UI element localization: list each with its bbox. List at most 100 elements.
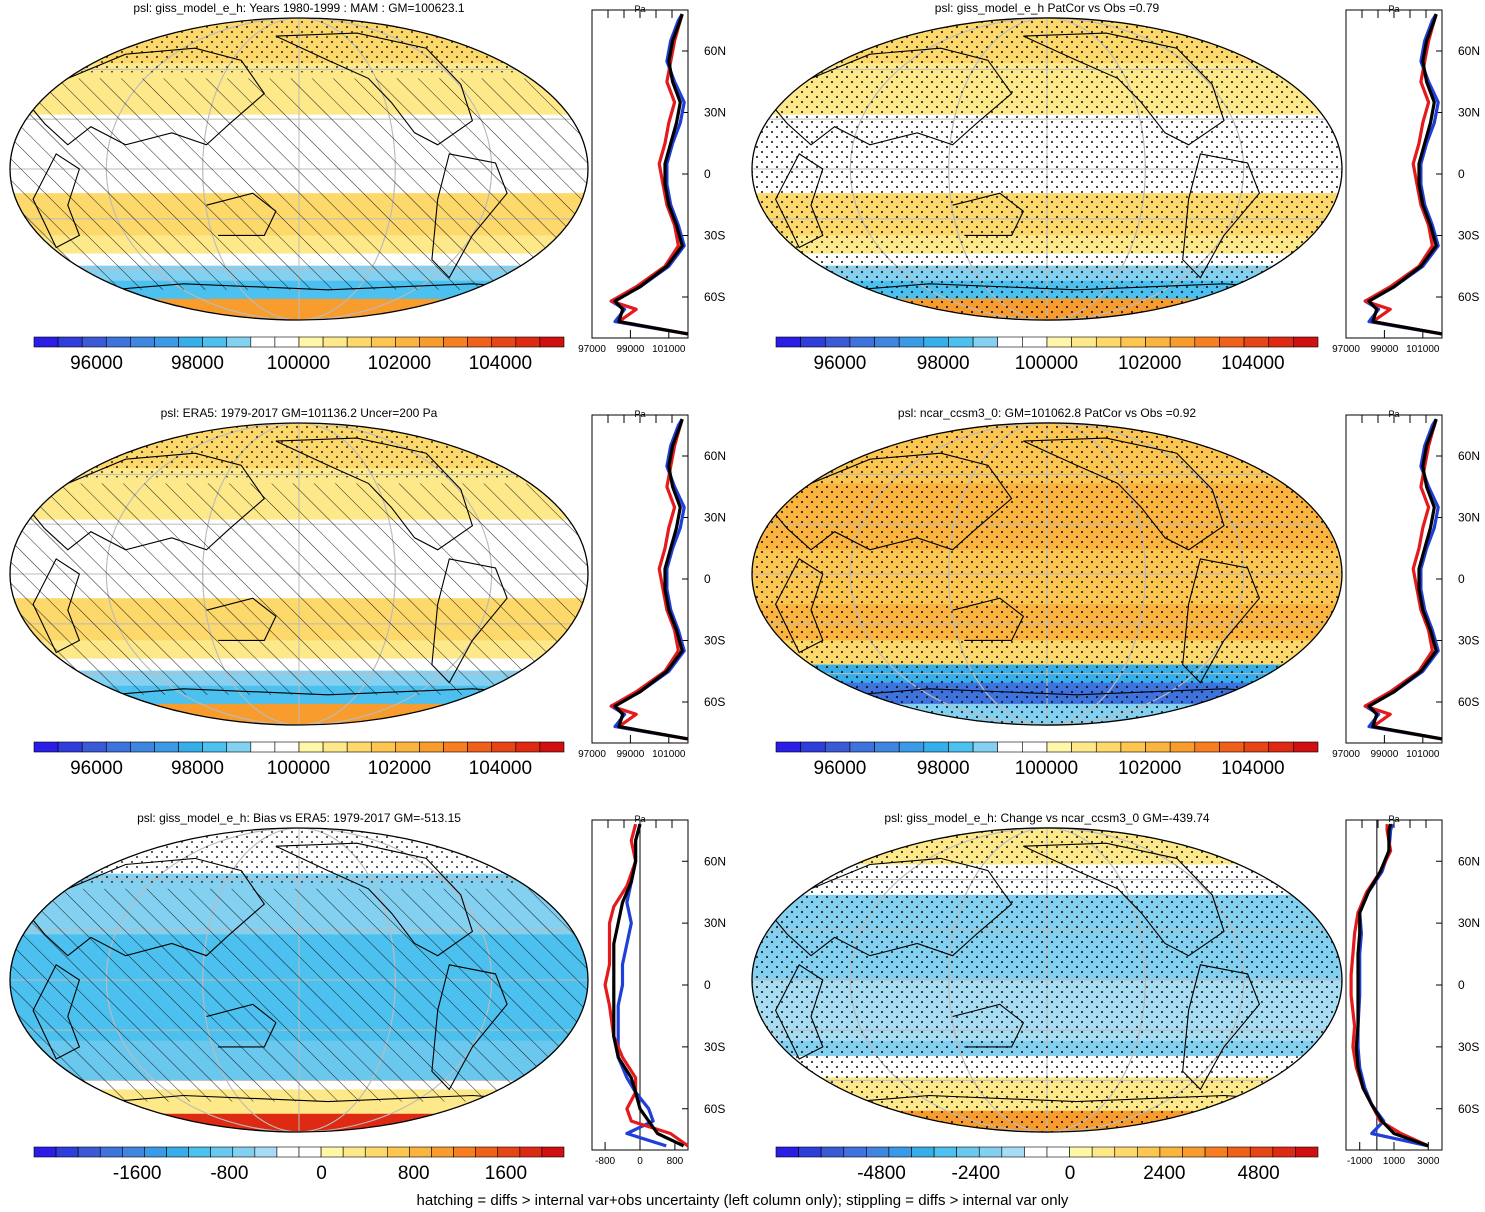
- lat-label: 0: [1458, 978, 1465, 992]
- colorbar-swatch: [1219, 336, 1245, 348]
- panel-title: psl: giss_model_e_h PatCor vs Obs =0.79: [935, 1, 1160, 15]
- panels-layer: psl: giss_model_e_h: Years 1980-1999 : M…: [9, 1, 1480, 1184]
- lat-label: 60S: [704, 695, 725, 709]
- zonal-mean-plot: Pa 60N 30N 0 30S 60S 97000 99000 101000: [578, 409, 726, 760]
- coastline-shape: [26, 47, 266, 146]
- lat-label: 60S: [704, 1102, 725, 1116]
- colorbar-swatch: [409, 1146, 432, 1158]
- coastline-shape: [774, 558, 824, 654]
- zonal-x-label: 101000: [1406, 749, 1440, 760]
- zonal-x-label: 97000: [1332, 749, 1360, 760]
- colorbar-swatch: [775, 336, 801, 348]
- colorbar-swatch: [1194, 336, 1220, 348]
- colorbar-swatch: [497, 1146, 521, 1158]
- zonal-line-mean: [1354, 823, 1429, 1148]
- colorbar-swatch: [178, 741, 203, 753]
- colorbar-swatch: [1071, 741, 1097, 753]
- zonal-mean-plot: Pa 60N 30N 0 30S 60S 97000 99000 101000: [1332, 4, 1480, 355]
- colorbar-swatch: [364, 1146, 388, 1158]
- colorbar: 96000 98000 100000 102000 104000: [775, 741, 1319, 779]
- colorbar-swatch: [800, 741, 826, 753]
- colorbar-label: -2400: [952, 1163, 1001, 1184]
- zonal-x-label: -800: [595, 1156, 615, 1167]
- colorbar-swatch: [1145, 741, 1171, 753]
- colorbar-swatch: [1022, 741, 1048, 753]
- colorbar-label: 100000: [267, 353, 330, 374]
- colorbar-swatch: [1046, 336, 1072, 348]
- colorbar-label: 102000: [368, 353, 431, 374]
- colorbar-label: 96000: [70, 353, 123, 374]
- coastline-shape: [26, 452, 266, 551]
- coastline-shape: [768, 452, 1013, 551]
- colorbar-label: 102000: [1118, 758, 1181, 779]
- colorbar-swatch: [849, 741, 875, 753]
- zonal-line-mean: [1367, 418, 1443, 741]
- zonal-line-obs: [1363, 418, 1443, 741]
- coastline-shape: [206, 1003, 277, 1048]
- colorbar-label: 100000: [267, 758, 330, 779]
- coastline-shape: [275, 437, 474, 551]
- colorbar-swatch: [1095, 336, 1122, 348]
- colorbar-label: 104000: [469, 758, 532, 779]
- zonal-line-mean: [1367, 13, 1443, 336]
- lat-label: 30S: [1458, 1040, 1479, 1054]
- colorbar-swatch: [443, 336, 468, 348]
- coastline-shape: [32, 964, 81, 1060]
- colorbar-swatch: [1022, 336, 1048, 348]
- colorbar-swatch: [77, 1146, 101, 1158]
- panel-1: psl: giss_model_e_h: Years 1980-1999 : M…: [9, 1, 726, 374]
- zonal-frame: [1345, 414, 1443, 744]
- colorbar-swatch: [515, 741, 541, 753]
- colorbar-swatch: [997, 336, 1023, 348]
- zonal-mean-plot: Pa 60N 30N 0 30S 60S 97000 99000 101000: [1332, 409, 1480, 760]
- zonal-line-obs: [616, 823, 667, 1148]
- coastline-shape: [1023, 32, 1225, 146]
- colorbar-swatch: [978, 1146, 1003, 1158]
- colorbar-swatch: [775, 741, 801, 753]
- colorbar-swatch: [1159, 1146, 1183, 1158]
- zonal-unit: Pa: [1388, 4, 1399, 14]
- colorbar-label: 102000: [1118, 353, 1181, 374]
- colorbar-swatch: [188, 1146, 211, 1158]
- hatching-overlay: [10, 483, 588, 695]
- colorbar-swatch: [1120, 336, 1146, 348]
- colorbar-label: 104000: [469, 353, 532, 374]
- zonal-line-mean: [612, 823, 685, 1148]
- colorbar-swatch: [800, 336, 826, 348]
- hatching-overlay: [10, 78, 588, 290]
- zonal-frame: [591, 9, 689, 339]
- zonal-line-mean: [613, 418, 689, 741]
- colorbar-swatch: [202, 741, 228, 753]
- lat-label: 60S: [704, 290, 725, 304]
- colorbar-swatch: [298, 1146, 322, 1158]
- colorbar-swatch: [874, 336, 900, 348]
- lat-label: 30N: [1458, 511, 1480, 525]
- map-outline: [9, 827, 589, 1133]
- zonal-x-label: 1000: [1383, 1156, 1406, 1167]
- lat-label: 30S: [704, 634, 725, 648]
- colorbar-swatch: [1169, 336, 1196, 348]
- colorbar-swatch: [154, 336, 179, 348]
- coastline-shape: [952, 597, 1025, 641]
- colorbar-swatch: [1249, 1146, 1274, 1158]
- coastline-shape: [431, 964, 508, 1091]
- coastlines: [768, 437, 1313, 702]
- colorbar-swatch: [130, 741, 155, 753]
- colorbar-swatch: [1069, 1146, 1093, 1158]
- lat-label: 60N: [704, 44, 726, 58]
- colorbar-swatch: [923, 336, 949, 348]
- lat-label: 60N: [1458, 44, 1480, 58]
- colorbar-swatch: [99, 1146, 123, 1158]
- coastline-shape: [1182, 964, 1261, 1091]
- colorbar-swatch: [824, 741, 851, 753]
- panel-6: psl: giss_model_e_h: Change vs ncar_ccsm…: [751, 811, 1480, 1184]
- colorbar-swatch: [1071, 336, 1097, 348]
- lat-label: 0: [704, 978, 711, 992]
- colorbar-swatch: [519, 1146, 543, 1158]
- coastline-shape: [431, 153, 508, 279]
- stippling-overlay: [10, 18, 588, 73]
- zonal-frame: [1345, 9, 1443, 339]
- colorbar-label: 98000: [917, 758, 970, 779]
- colorbar-label: 0: [1065, 1163, 1076, 1184]
- map-outline: [9, 422, 589, 726]
